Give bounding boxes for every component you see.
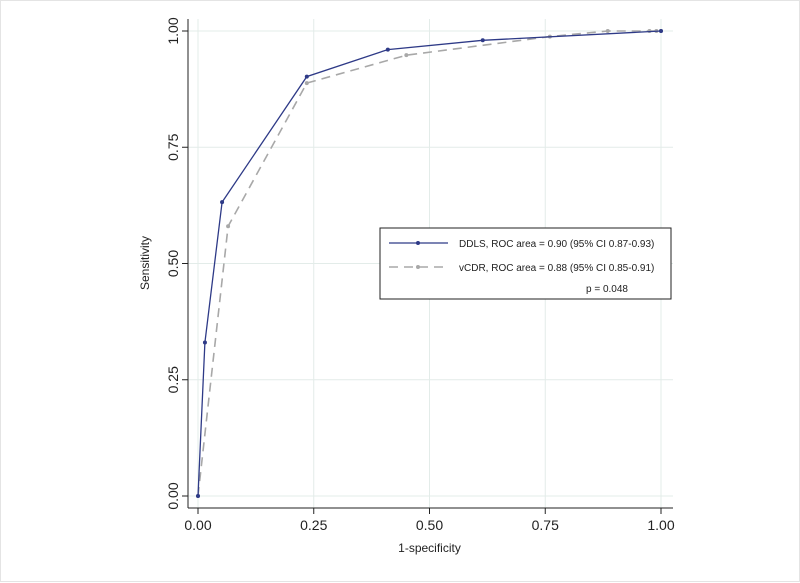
y-tick-label: 0.25 xyxy=(165,366,181,393)
series-layer xyxy=(196,29,663,498)
y-tick-label: 1.00 xyxy=(165,17,181,44)
data-point-ddls xyxy=(202,340,207,345)
data-point-ddls xyxy=(220,200,225,205)
legend-marker-vcdr xyxy=(416,265,420,269)
legend-box xyxy=(379,227,672,300)
legend-label-ddls: DDLS, ROC area = 0.90 (95% CI 0.87-0.93) xyxy=(459,239,654,250)
data-point-ddls xyxy=(659,29,663,33)
data-point-vcdr xyxy=(404,53,409,58)
legend: DDLS, ROC area = 0.90 (95% CI 0.87-0.93)… xyxy=(379,227,672,300)
x-axis-title: 1-specificity xyxy=(398,541,461,555)
data-point-ddls xyxy=(480,38,485,43)
data-point-vcdr xyxy=(605,29,610,33)
x-tick-label: 0.50 xyxy=(416,517,443,533)
legend-marker-ddls xyxy=(416,241,420,245)
y-tick-label: 0.75 xyxy=(165,133,181,160)
data-point-ddls xyxy=(304,74,309,79)
axis-ticks: 0.00 0.25 0.50 0.75 1.00 0.00 0.25 0.50 0.75 1.00 xyxy=(165,17,675,533)
y-axis-title: Sensitivity xyxy=(138,236,152,290)
x-tick-label: 0.00 xyxy=(184,517,211,533)
data-point-ddls xyxy=(385,47,390,52)
x-tick-label: 0.25 xyxy=(300,517,327,533)
data-point-vcdr xyxy=(304,81,309,86)
data-point-ddls xyxy=(196,494,200,498)
legend-label-vcdr: vCDR, ROC area = 0.88 (95% CI 0.85-0.91) xyxy=(459,263,654,274)
y-tick-label: 0.50 xyxy=(165,250,181,277)
p-value-annotation: p = 0.048 xyxy=(586,284,628,295)
x-tick-label: 1.00 xyxy=(647,517,674,533)
x-tick-label: 0.75 xyxy=(532,517,559,533)
y-tick-label: 0.00 xyxy=(165,482,181,509)
data-point-vcdr xyxy=(226,224,231,229)
